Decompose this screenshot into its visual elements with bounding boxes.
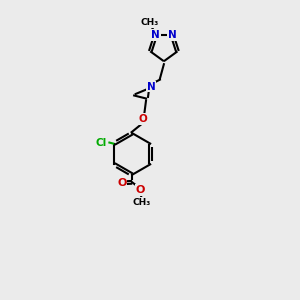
Text: CH₃: CH₃ (140, 18, 159, 27)
Text: O: O (117, 178, 127, 188)
Text: O: O (139, 114, 147, 124)
Text: N: N (147, 82, 155, 92)
Text: CH₃: CH₃ (133, 198, 151, 207)
Text: N: N (168, 30, 177, 40)
Text: Cl: Cl (96, 138, 107, 148)
Text: N: N (151, 30, 160, 40)
Text: O: O (136, 185, 145, 195)
